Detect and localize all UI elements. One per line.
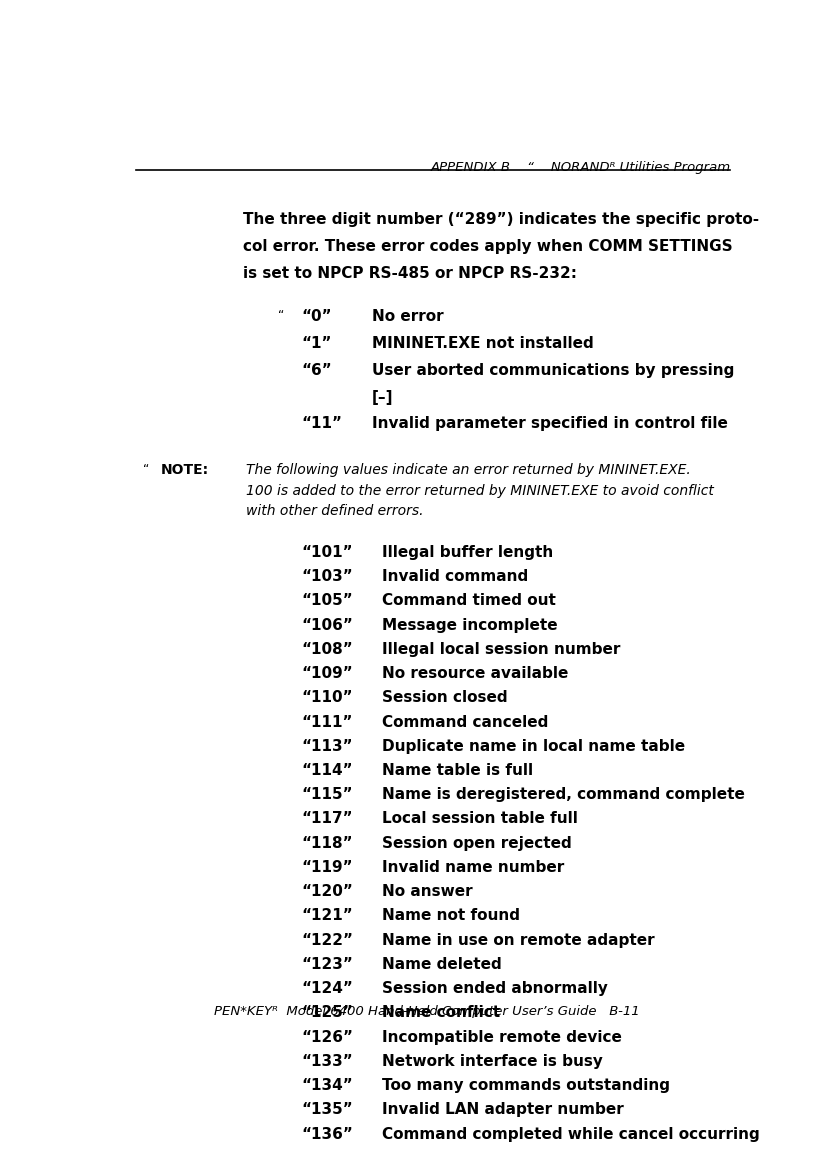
- Text: “105”: “105”: [301, 593, 352, 609]
- Text: Too many commands outstanding: Too many commands outstanding: [382, 1079, 670, 1094]
- Text: Session ended abnormally: Session ended abnormally: [382, 981, 607, 996]
- Text: Session closed: Session closed: [382, 690, 507, 705]
- Text: Duplicate name in local name table: Duplicate name in local name table: [382, 739, 685, 753]
- Text: User aborted communications by pressing: User aborted communications by pressing: [372, 363, 735, 378]
- Text: Invalid name number: Invalid name number: [382, 861, 564, 874]
- Text: Invalid command: Invalid command: [382, 569, 528, 584]
- Text: Name conflict: Name conflict: [382, 1005, 500, 1020]
- Text: col error. These error codes apply when COMM SETTINGS: col error. These error codes apply when …: [243, 239, 732, 254]
- Text: Local session table full: Local session table full: [382, 812, 577, 827]
- Text: 100 is added to the error returned by MININET.EXE to avoid conflict: 100 is added to the error returned by MI…: [247, 484, 714, 498]
- Text: Incompatible remote device: Incompatible remote device: [382, 1030, 621, 1045]
- Text: “123”: “123”: [301, 957, 353, 972]
- Text: Name table is full: Name table is full: [382, 763, 533, 778]
- Text: Illegal local session number: Illegal local session number: [382, 641, 620, 656]
- Text: “101”: “101”: [301, 545, 352, 560]
- Text: “124”: “124”: [301, 981, 353, 996]
- Text: “135”: “135”: [301, 1102, 352, 1117]
- Text: “115”: “115”: [301, 787, 352, 802]
- Text: Session open rejected: Session open rejected: [382, 836, 571, 851]
- Text: “110”: “110”: [301, 690, 352, 705]
- Text: APPENDIX B    “    NORANDᴿ Utilities Program: APPENDIX B “ NORANDᴿ Utilities Program: [430, 161, 731, 174]
- Text: “11”: “11”: [301, 416, 342, 431]
- Text: “103”: “103”: [301, 569, 352, 584]
- Text: “125”: “125”: [301, 1005, 353, 1020]
- Text: “108”: “108”: [301, 641, 352, 656]
- Text: is set to NPCP RS-485 or NPCP RS-232:: is set to NPCP RS-485 or NPCP RS-232:: [243, 266, 577, 281]
- Text: “119”: “119”: [301, 861, 352, 874]
- Text: The following values indicate an error returned by MININET.EXE.: The following values indicate an error r…: [247, 463, 691, 477]
- Text: “133”: “133”: [301, 1054, 352, 1069]
- Text: Command completed while cancel occurring: Command completed while cancel occurring: [382, 1126, 760, 1142]
- Text: “0”: “0”: [301, 309, 332, 324]
- Text: “120”: “120”: [301, 884, 353, 899]
- Text: No error: No error: [372, 309, 444, 324]
- Text: Name is deregistered, command complete: Name is deregistered, command complete: [382, 787, 745, 802]
- Text: NOTE:: NOTE:: [161, 463, 209, 477]
- Text: Illegal buffer length: Illegal buffer length: [382, 545, 553, 560]
- Text: “136”: “136”: [301, 1126, 353, 1142]
- Text: Command timed out: Command timed out: [382, 593, 556, 609]
- Text: The three digit number (“289”) indicates the specific proto-: The three digit number (“289”) indicates…: [243, 212, 759, 226]
- Text: with other defined errors.: with other defined errors.: [247, 505, 424, 519]
- Text: Invalid LAN adapter number: Invalid LAN adapter number: [382, 1102, 623, 1117]
- Text: “109”: “109”: [301, 666, 352, 681]
- Text: “122”: “122”: [301, 933, 353, 948]
- Text: PEN*KEYᴿ  Model 6400 Hand-Held Computer User’s Guide   B-11: PEN*KEYᴿ Model 6400 Hand-Held Computer U…: [214, 1005, 640, 1018]
- Text: “117”: “117”: [301, 812, 352, 827]
- Text: Network interface is busy: Network interface is busy: [382, 1054, 602, 1069]
- Text: “134”: “134”: [301, 1079, 352, 1094]
- Text: Name not found: Name not found: [382, 908, 520, 923]
- Text: “126”: “126”: [301, 1030, 353, 1045]
- Text: “118”: “118”: [301, 836, 352, 851]
- Text: [–]: [–]: [372, 389, 393, 405]
- Text: Message incomplete: Message incomplete: [382, 618, 557, 633]
- Text: Invalid parameter specified in control file: Invalid parameter specified in control f…: [372, 416, 728, 431]
- Text: No resource available: No resource available: [382, 666, 568, 681]
- Text: “106”: “106”: [301, 618, 353, 633]
- Text: Command canceled: Command canceled: [382, 715, 548, 730]
- Text: “1”: “1”: [301, 336, 332, 351]
- Text: “6”: “6”: [301, 363, 332, 378]
- Text: “: “: [143, 463, 149, 476]
- Text: “114”: “114”: [301, 763, 352, 778]
- Text: Name deleted: Name deleted: [382, 957, 501, 972]
- Text: “121”: “121”: [301, 908, 352, 923]
- Text: “113”: “113”: [301, 739, 352, 753]
- Text: Name in use on remote adapter: Name in use on remote adapter: [382, 933, 655, 948]
- Text: “: “: [278, 309, 285, 322]
- Text: “111”: “111”: [301, 715, 352, 730]
- Text: No answer: No answer: [382, 884, 472, 899]
- Text: MININET.EXE not installed: MININET.EXE not installed: [372, 336, 594, 351]
